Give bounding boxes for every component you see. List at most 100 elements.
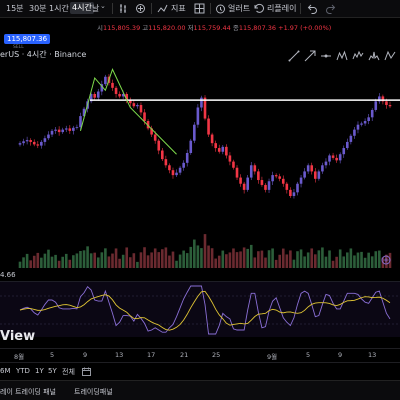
bar-style-icon[interactable] [118, 3, 128, 17]
alert-icon[interactable] [215, 3, 226, 17]
volume-bar [267, 250, 271, 268]
candle-body [96, 91, 100, 98]
candle-body [132, 103, 136, 107]
candle-body [335, 157, 338, 161]
range-all[interactable]: 전체 [62, 368, 75, 376]
chart-settings-icon[interactable] [381, 255, 391, 265]
range-6m[interactable]: 6M [0, 367, 11, 375]
trading-panel-tab-2[interactable]: 트레이딩패널 [74, 388, 113, 396]
replay-icon[interactable] [253, 3, 264, 17]
volume-bar [196, 245, 200, 268]
timeframe-1h[interactable]: 1시간 [49, 4, 69, 13]
candle-body [303, 171, 306, 178]
layout-icon[interactable] [194, 3, 205, 17]
volume-bar [303, 256, 306, 268]
candle-body [342, 148, 346, 155]
volume-bar [338, 249, 342, 268]
candle-body [22, 141, 25, 144]
candle-body [235, 167, 239, 178]
timeframe-1d[interactable]: 날 [92, 4, 100, 13]
horizontal-line-icon[interactable] [320, 50, 332, 65]
volume-bars [18, 234, 392, 268]
volume-bar [50, 256, 54, 268]
volume-bar [64, 253, 68, 268]
volume-bar [132, 253, 136, 268]
candle-body [367, 117, 370, 122]
volume-bar [349, 248, 353, 268]
candle-body [168, 165, 171, 171]
elliott-wave-icon[interactable] [352, 50, 364, 65]
volume-bar [189, 246, 193, 268]
volume-bar [25, 253, 29, 268]
watermark: View [0, 329, 36, 344]
candle-body [246, 177, 249, 190]
redo-icon[interactable] [325, 3, 336, 17]
volume-bar [285, 254, 289, 268]
candle-body [370, 109, 374, 118]
candle-body [260, 180, 264, 185]
volume-bar [324, 256, 328, 268]
candle-body [328, 155, 331, 162]
time-tick: 5 [306, 351, 311, 359]
candle-body [257, 171, 260, 181]
volume-bar [32, 255, 36, 268]
volume-bar [61, 256, 64, 268]
candle-body [104, 76, 107, 85]
price-chart[interactable] [0, 62, 400, 282]
candle-body [193, 124, 196, 141]
symbol-title[interactable]: erUS · 4시간 · Binance [0, 50, 87, 59]
volume-bar [221, 250, 225, 268]
volume-bar [86, 246, 89, 268]
candle-body [143, 112, 146, 122]
candle-body [225, 146, 228, 156]
replay-button[interactable]: 리플레이 [267, 4, 297, 13]
candle-body [79, 116, 82, 128]
indicators-icon[interactable] [157, 3, 168, 17]
volume-bar [249, 244, 253, 268]
range-ytd[interactable]: YTD [16, 367, 30, 375]
candle-body [25, 140, 29, 142]
candle-body [43, 138, 47, 142]
volume-bar [342, 256, 346, 268]
calendar-icon[interactable] [82, 367, 91, 378]
candle-body [249, 165, 253, 178]
range-5y[interactable]: 5Y [48, 367, 57, 375]
candle-body [221, 146, 225, 152]
abcd-pattern-icon[interactable] [384, 50, 396, 65]
candle-body [50, 130, 54, 135]
volume-bar [161, 249, 164, 268]
candle-body [267, 181, 271, 190]
candle-body [242, 183, 246, 190]
head-shoulders-icon[interactable] [368, 50, 380, 65]
trading-panel-tab[interactable]: 레이 트레이딩 패널 [0, 388, 56, 396]
candle-body [61, 129, 64, 133]
range-1y[interactable]: 1Y [35, 367, 44, 375]
time-tick: 9월 [267, 353, 278, 361]
timeframe-30m[interactable]: 30분 [29, 4, 47, 13]
candle-body [232, 161, 235, 168]
candle-body [378, 96, 381, 102]
timeframe-4h[interactable]: 4시간 [70, 2, 94, 14]
candle-body [388, 105, 392, 107]
volume-bar [185, 253, 189, 268]
volume-bar [289, 250, 292, 268]
candle-body [114, 87, 118, 94]
volume-bar [118, 258, 121, 268]
arrow-icon[interactable] [304, 50, 316, 65]
chevron-down-icon[interactable]: ⌄ [100, 2, 106, 10]
candle-body [40, 141, 43, 146]
volume-bar [82, 250, 86, 268]
volume-value: 4.66 [0, 271, 16, 279]
trend-line-icon[interactable] [288, 50, 300, 65]
alert-button[interactable]: 얼러트 [228, 4, 251, 13]
volume-bar [253, 257, 257, 268]
candle-body [214, 143, 217, 149]
volume-bar [111, 253, 114, 268]
compare-icon[interactable] [135, 3, 146, 17]
volume-bar [150, 252, 153, 268]
indicators-button[interactable]: 지표 [171, 4, 186, 13]
timeframe-15m[interactable]: 15분 [6, 4, 24, 13]
undo-icon[interactable] [307, 3, 318, 17]
pattern-icon[interactable] [336, 50, 348, 65]
volume-bar [328, 250, 331, 268]
